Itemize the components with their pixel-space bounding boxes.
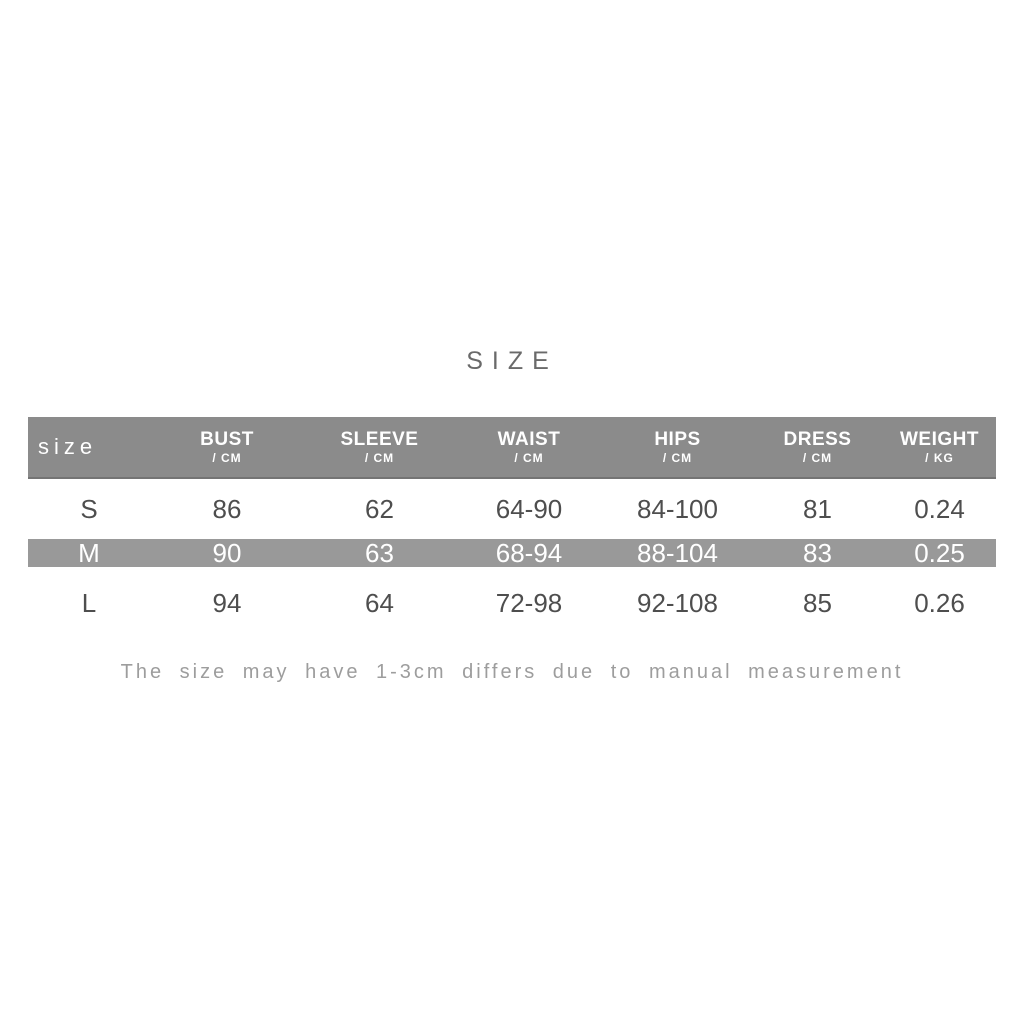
column-label: WAIST xyxy=(497,429,561,450)
size-table: size BUST / CM SLEEVE / CM WAIST / CM HI… xyxy=(28,417,996,639)
column-unit: / CM xyxy=(662,451,693,465)
column-unit: / CM xyxy=(364,451,395,465)
row-value-cell: 64 xyxy=(365,588,394,618)
row-value-cell: 0.26 xyxy=(914,588,965,618)
table-header-row: size BUST / CM SLEEVE / CM WAIST / CM HI… xyxy=(28,417,996,479)
column-unit: / CM xyxy=(212,451,242,465)
table-row: S 86 62 64-90 84-100 81 0.24 xyxy=(28,479,996,539)
row-value-cell: 81 xyxy=(803,494,832,524)
row-value-cell: 62 xyxy=(365,494,394,524)
row-value-cell: 85 xyxy=(803,588,832,618)
row-value-cell: 88-104 xyxy=(637,538,718,568)
row-size-label: M xyxy=(78,538,100,568)
row-value-cell: 83 xyxy=(803,538,832,568)
column-label: SLEEVE xyxy=(340,429,419,450)
column-label: WEIGHT xyxy=(900,429,979,450)
table-row: L 94 64 72-98 92-108 85 0.26 xyxy=(28,567,996,639)
row-size-label: L xyxy=(81,588,97,618)
column-header: SLEEVE / CM xyxy=(304,430,455,464)
row-value-cell: 90 xyxy=(212,538,242,568)
column-label: HIPS xyxy=(654,429,701,450)
row-value-cell: 64-90 xyxy=(495,494,563,524)
row-value-cell: 0.25 xyxy=(914,538,965,568)
table-row: M 90 63 68-94 88-104 83 0.25 xyxy=(28,539,996,567)
column-header: DRESS / CM xyxy=(752,430,883,464)
row-value-cell: 72-98 xyxy=(495,588,563,618)
measurement-note: The size may have 1-3cm differs due to m… xyxy=(120,661,904,683)
page-title: SIZE xyxy=(466,347,558,375)
column-label: DRESS xyxy=(783,429,852,450)
row-value-cell: 86 xyxy=(212,494,242,524)
row-value-cell: 68-94 xyxy=(495,538,563,568)
column-header-size: size xyxy=(38,434,98,459)
column-header: HIPS / CM xyxy=(603,430,752,464)
column-header: BUST / CM xyxy=(150,430,304,464)
column-unit: / CM xyxy=(514,451,544,465)
row-value-cell: 63 xyxy=(365,538,394,568)
row-value-cell: 92-108 xyxy=(637,588,718,618)
row-value-cell: 84-100 xyxy=(637,494,718,524)
column-header: WAIST / CM xyxy=(455,430,603,464)
row-value-cell: 94 xyxy=(212,588,242,618)
column-header: WEIGHT / KG xyxy=(883,430,996,464)
row-size-label: S xyxy=(80,494,98,524)
column-label: BUST xyxy=(200,429,254,450)
column-unit: / KG xyxy=(925,451,954,465)
column-unit: / CM xyxy=(802,451,833,465)
table-body: S 86 62 64-90 84-100 81 0.24 M 90 63 68-… xyxy=(28,479,996,639)
row-value-cell: 0.24 xyxy=(914,494,965,524)
